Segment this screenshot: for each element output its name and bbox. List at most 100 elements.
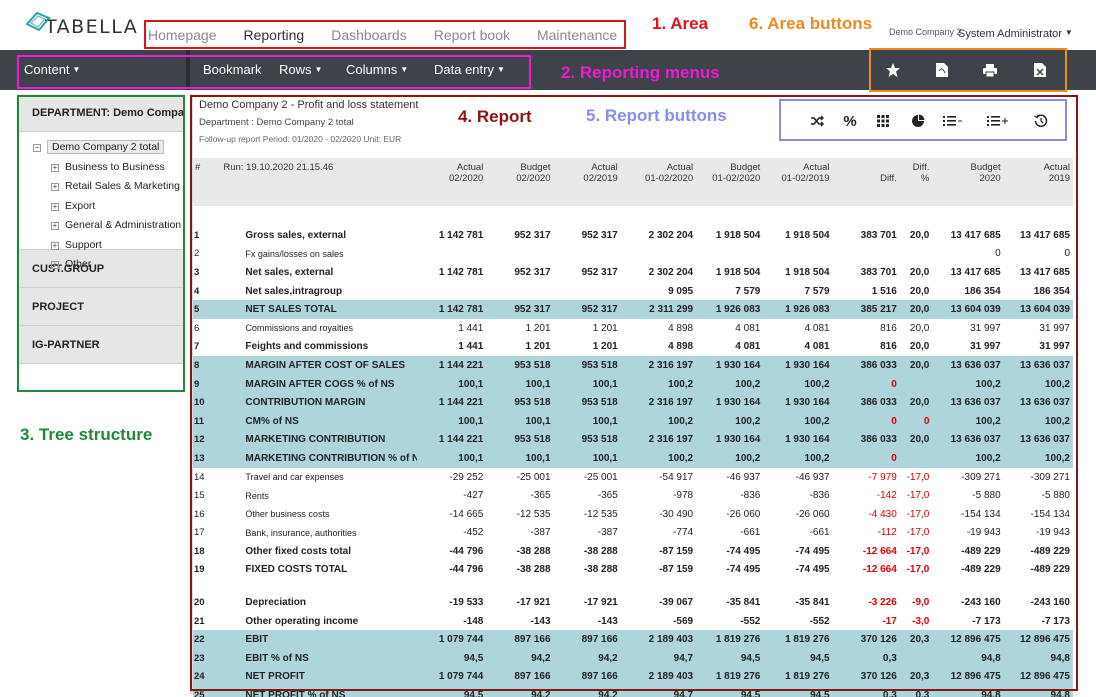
table-cell[interactable]: -142 (876, 490, 897, 502)
table-cell[interactable]: 100,1 (553, 374, 621, 394)
table-cell[interactable]: 1 144 221 (417, 356, 487, 375)
table-cell[interactable]: 1 201 (592, 341, 618, 353)
table-cell[interactable]: 897 166 (486, 667, 554, 687)
table-cell[interactable]: 897 166 (553, 630, 621, 650)
table-cell[interactable]: -112 (877, 527, 897, 539)
table-cell[interactable]: 186 354 (964, 285, 1001, 297)
table-cell[interactable]: 94,8 (932, 649, 1004, 668)
table-cell[interactable]: 100,2 (932, 449, 1004, 468)
table-cell[interactable]: 13 604 039 (1003, 300, 1073, 319)
expand-icon[interactable]: + (51, 240, 59, 250)
excel-icon[interactable] (1027, 58, 1053, 82)
tree-item-export[interactable]: + Export (33, 197, 185, 217)
table-cell[interactable]: -387 (530, 527, 551, 539)
table-cell[interactable]: 13 417 685 (1019, 266, 1070, 278)
table-cell[interactable]: -38 288 (516, 564, 551, 576)
table-cell[interactable]: -17 921 (583, 597, 618, 609)
table-cell[interactable]: -17 (882, 615, 897, 627)
table-cell[interactable]: 897 166 (553, 667, 621, 687)
table-cell[interactable]: 100,2 (620, 411, 697, 431)
row-label[interactable]: MARKETING CONTRIBUTION % of NS (215, 449, 418, 468)
table-cell[interactable]: 94,5 (763, 649, 833, 668)
table-cell[interactable]: 31 997 (1039, 322, 1070, 334)
area-tab-reporting[interactable]: Reporting (243, 27, 305, 43)
star-icon[interactable] (880, 58, 906, 82)
row-label[interactable]: CM% of NS (215, 411, 418, 431)
table-cell[interactable]: 0 (832, 411, 900, 431)
table-cell[interactable]: -489 229 (961, 545, 1001, 557)
table-cell[interactable]: -17,0 (906, 490, 930, 502)
table-cell[interactable]: 1 079 744 (417, 667, 487, 687)
table-cell[interactable]: 2 189 403 (620, 630, 697, 650)
table-cell[interactable]: 1 201 (525, 322, 551, 334)
table-cell[interactable]: 370 126 (832, 667, 900, 687)
shuffle-icon[interactable] (805, 111, 829, 131)
table-cell[interactable]: -17,0 (906, 471, 930, 483)
table-cell[interactable]: -309 271 (1030, 471, 1070, 483)
col-header[interactable]: Actual 01-02/2020 (620, 158, 697, 206)
table-row[interactable]: 21 Other operating income -148 -143 -143 -569… (193, 612, 1073, 631)
table-cell[interactable]: 1 918 504 (785, 266, 830, 278)
row-label[interactable]: Fx gains/losses on sales (245, 248, 344, 259)
table-cell[interactable]: 4 081 (804, 341, 830, 353)
sidebar-section-department[interactable]: DEPARTMENT: Demo Company (17, 94, 185, 132)
table-cell[interactable]: -38 288 (583, 545, 618, 557)
table-cell[interactable]: -30 490 (659, 508, 694, 520)
table-cell[interactable]: 2 302 204 (648, 266, 694, 278)
table-cell[interactable]: 94,7 (620, 686, 697, 697)
table-cell[interactable]: 94,5 (696, 686, 764, 697)
pie-chart-icon[interactable] (906, 111, 930, 131)
table-cell[interactable]: 816 (880, 341, 897, 353)
table-cell[interactable]: 1 930 164 (696, 393, 764, 412)
table-cell[interactable]: 94,8 (1003, 686, 1073, 697)
table-cell[interactable]: 953 518 (486, 430, 554, 450)
table-row[interactable]: 14 Travel and car expenses -29 252 -25 001 -… (193, 468, 1073, 487)
col-header[interactable]: Actual 2019 (1003, 158, 1073, 206)
table-row[interactable]: 20 Depreciation -19 533 -17 921 -17 921 -39 0… (193, 593, 1073, 612)
table-row[interactable]: 15 Rents -427 -365 -365 -978 -836 -836 -142 -17,0… (193, 486, 1073, 505)
table-cell[interactable]: 1 926 083 (763, 300, 833, 319)
table-cell[interactable]: 20,0 (909, 266, 930, 278)
area-tab-report-book[interactable]: Report book (433, 27, 510, 43)
table-cell[interactable]: 1 441 (458, 341, 484, 353)
table-cell[interactable]: 7 579 (735, 285, 761, 297)
row-label[interactable]: Rents (245, 490, 269, 501)
table-cell[interactable]: 9 095 (668, 285, 694, 297)
table-cell[interactable]: 100,2 (620, 374, 697, 394)
table-cell[interactable]: -44 796 (449, 564, 484, 576)
table-cell[interactable]: -74 495 (795, 564, 830, 576)
table-cell[interactable]: -7 173 (1041, 615, 1070, 627)
table-cell[interactable]: 2 189 403 (620, 667, 697, 687)
table-cell[interactable]: 386 033 (832, 393, 900, 412)
table-cell[interactable] (899, 374, 933, 394)
table-cell[interactable]: 31 997 (1039, 341, 1070, 353)
col-header[interactable]: Actual 02/2020 (417, 158, 487, 206)
table-cell[interactable]: 13 604 039 (932, 300, 1004, 319)
tree-item-root[interactable]: − Demo Company 2 total (33, 138, 185, 158)
table-cell[interactable]: 13 636 037 (1003, 393, 1073, 412)
table-cell[interactable]: 13 417 685 (1019, 229, 1070, 241)
table-cell[interactable]: 1 918 504 (715, 229, 761, 241)
row-label[interactable]: Commissions and royalties (245, 323, 353, 334)
table-row[interactable]: 8 MARGIN AFTER COST OF SALES 1 144 221 953 … (193, 356, 1073, 375)
table-cell[interactable]: 1 079 744 (417, 630, 487, 650)
list-collapse-icon[interactable] (941, 111, 965, 131)
table-cell[interactable]: -17,0 (906, 508, 930, 520)
row-label[interactable]: NET PROFIT % of NS (215, 686, 418, 697)
print-icon[interactable] (977, 58, 1003, 82)
table-cell[interactable]: 1 144 221 (417, 393, 487, 412)
table-cell[interactable]: -7 979 (868, 471, 897, 483)
table-cell[interactable]: 94,8 (1003, 649, 1073, 668)
table-cell[interactable]: 1 930 164 (763, 393, 833, 412)
table-cell[interactable]: 1 144 221 (417, 430, 487, 450)
table-cell[interactable]: 0 (832, 374, 900, 394)
table-cell[interactable]: -35 841 (795, 597, 830, 609)
table-cell[interactable]: 1 926 083 (696, 300, 764, 319)
table-cell[interactable]: -38 288 (583, 564, 618, 576)
table-cell[interactable]: -87 159 (659, 545, 694, 557)
table-cell[interactable]: -661 (740, 527, 761, 539)
tree-item-retail-sales[interactable]: + Retail Sales & Marketing (33, 177, 185, 197)
table-cell[interactable]: -7 173 (972, 615, 1001, 627)
table-cell[interactable]: 953 518 (553, 356, 621, 375)
table-cell[interactable]: 0 (995, 248, 1001, 260)
